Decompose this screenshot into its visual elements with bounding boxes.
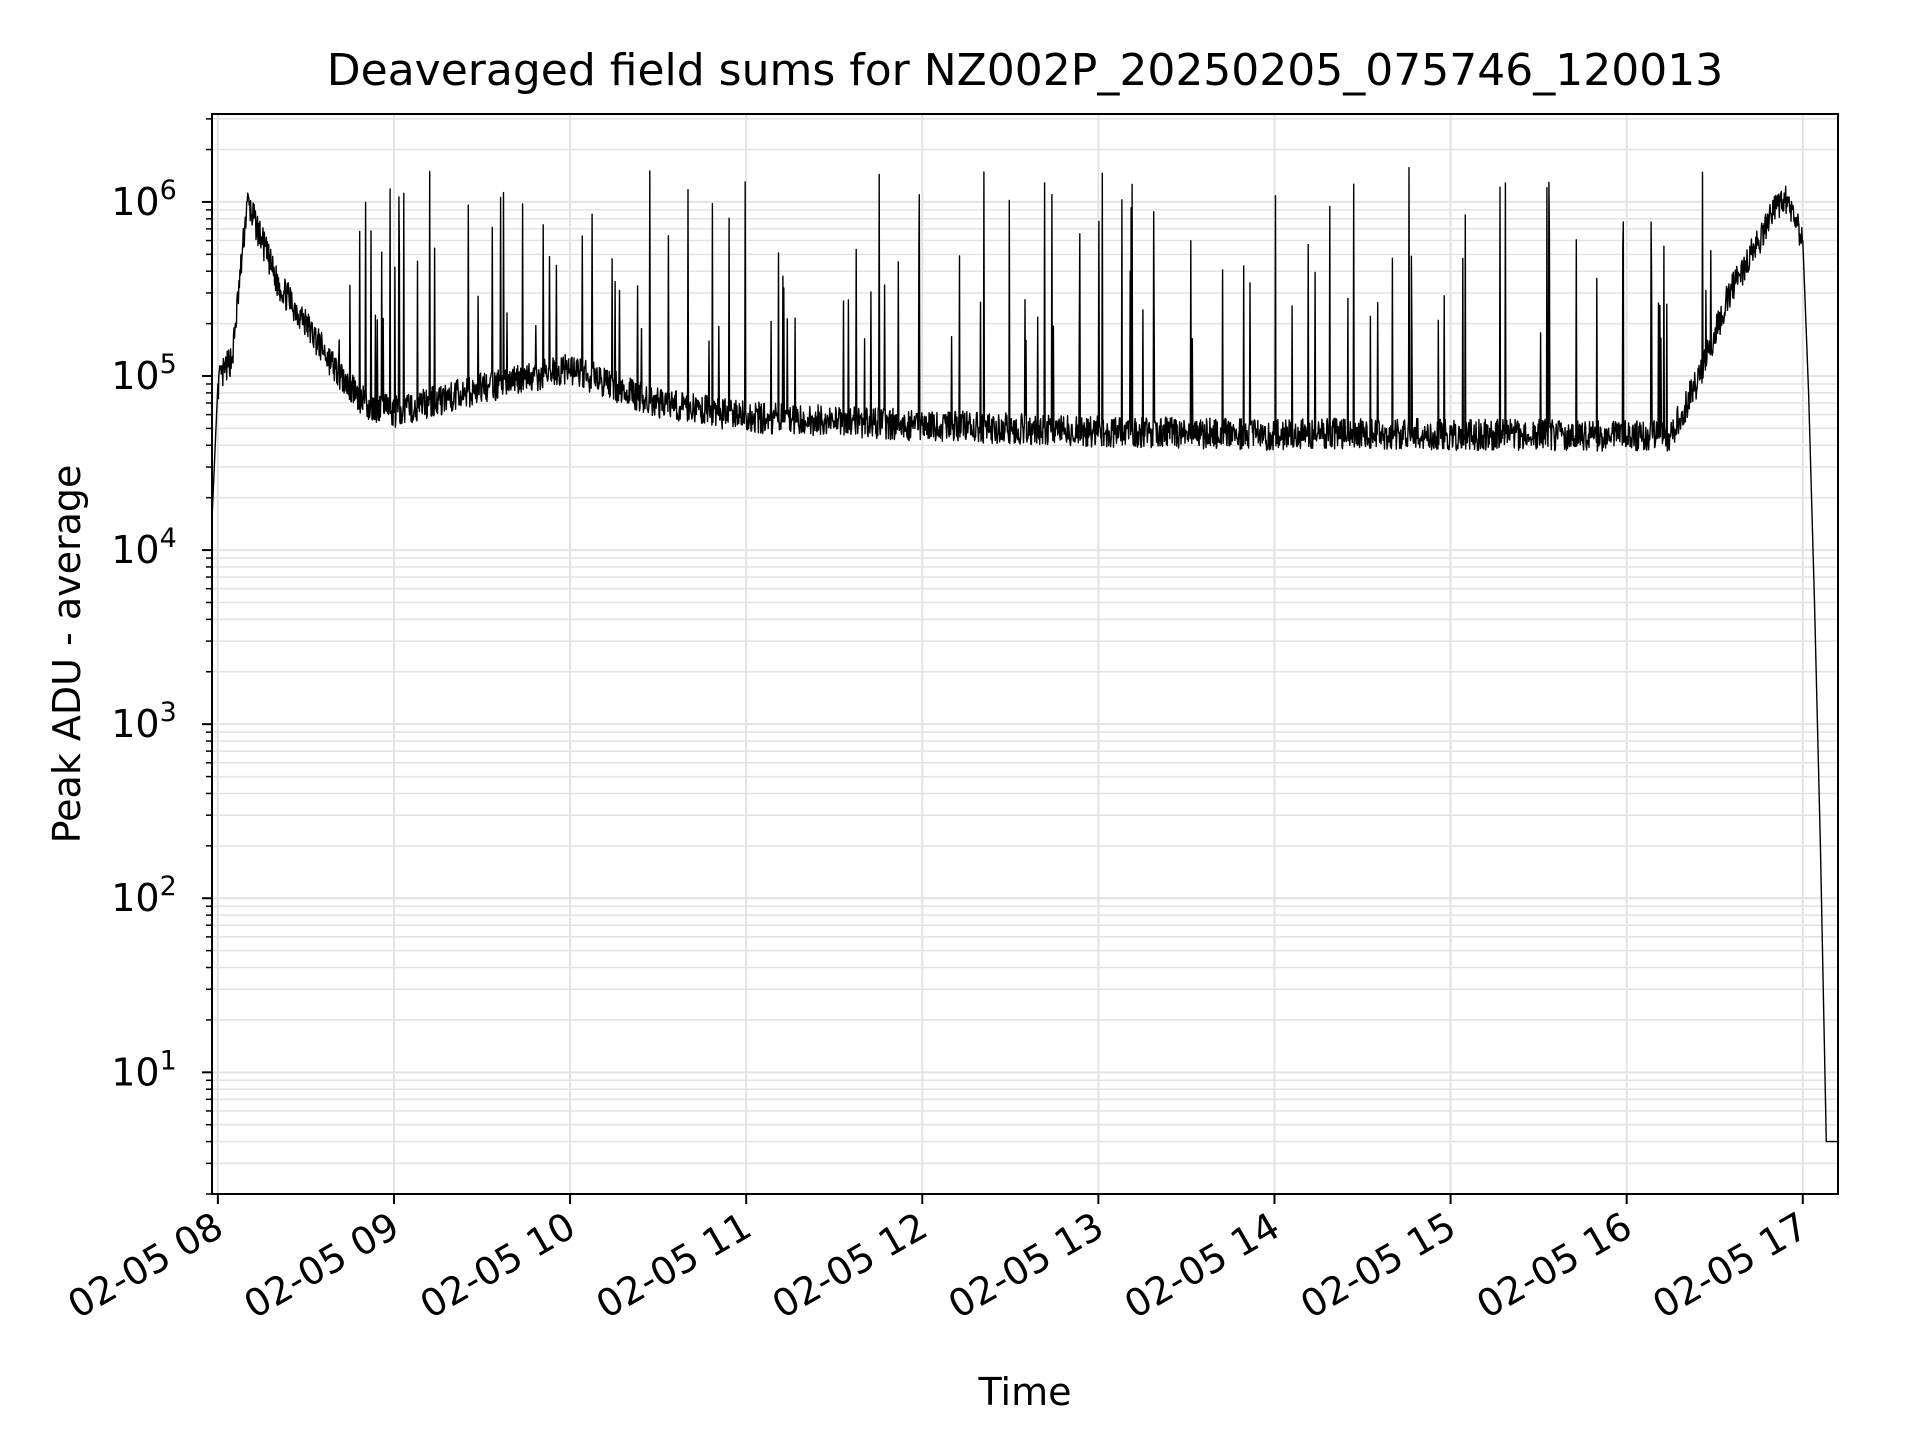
y-tick-label: 103 bbox=[111, 697, 177, 746]
x-tick-label: 02-05 14 bbox=[1117, 1204, 1287, 1328]
x-tick-label: 02-05 09 bbox=[237, 1204, 407, 1328]
x-tick-label: 02-05 11 bbox=[589, 1204, 759, 1328]
x-tick-label: 02-05 13 bbox=[941, 1204, 1111, 1328]
data-line bbox=[211, 166, 1838, 1143]
y-axis-label: Peak ADU - average bbox=[45, 465, 89, 844]
x-tick-label: 02-05 15 bbox=[1293, 1204, 1463, 1328]
y-tick-label: 101 bbox=[111, 1045, 177, 1094]
y-tick-label: 106 bbox=[111, 175, 177, 224]
chart-title: Deaveraged field sums for NZ002P_2025020… bbox=[327, 45, 1723, 96]
x-axis-label: Time bbox=[978, 1370, 1072, 1414]
x-tick-label: 02-05 10 bbox=[413, 1204, 583, 1328]
series-line bbox=[211, 166, 1838, 1143]
y-tick-label: 105 bbox=[111, 349, 177, 398]
grid bbox=[212, 114, 1838, 1195]
y-tick-label: 104 bbox=[111, 523, 177, 572]
x-tick-label: 02-05 16 bbox=[1469, 1204, 1639, 1328]
x-tick-label: 02-05 17 bbox=[1645, 1204, 1815, 1328]
plot-frame bbox=[211, 113, 1839, 1195]
y-tick-label: 102 bbox=[111, 871, 177, 920]
x-tick-label: 02-05 12 bbox=[765, 1204, 935, 1328]
x-tick-label: 02-05 08 bbox=[60, 1204, 230, 1328]
